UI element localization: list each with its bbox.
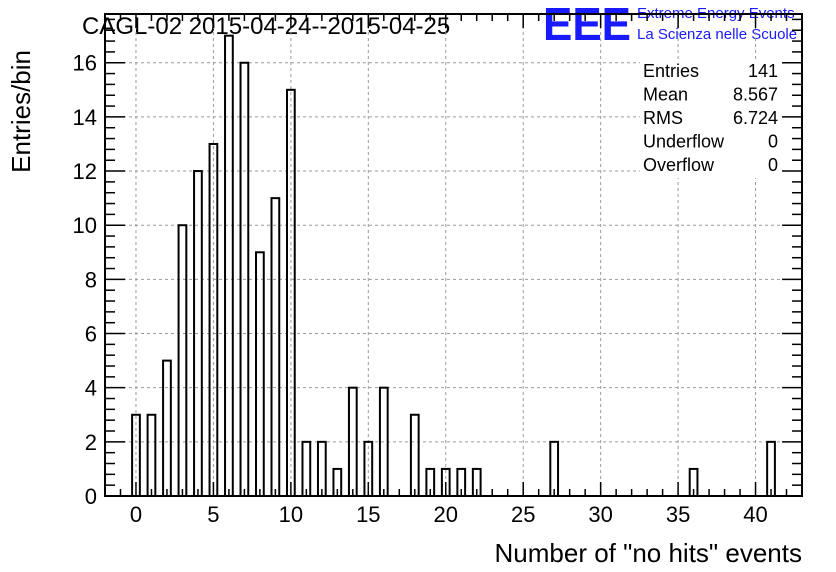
x-tick-label: 10 [279, 502, 303, 527]
x-tick-label: 25 [511, 502, 535, 527]
y-axis-title: Entries/bin [6, 50, 36, 173]
x-tick-label: 0 [130, 502, 142, 527]
histogram-bar [301, 440, 312, 497]
stats-label: Overflow [643, 155, 715, 175]
grid-lines [105, 14, 802, 496]
x-tick-label: 15 [356, 502, 380, 527]
histogram-bar [766, 440, 776, 497]
plot-border [104, 13, 803, 497]
stats-label: Underflow [643, 132, 725, 152]
stats-label: RMS [643, 108, 683, 128]
x-tick-label: 5 [207, 502, 219, 527]
stats-value: 141 [748, 61, 778, 81]
histogram-bar [255, 251, 265, 497]
x-tick-label: 30 [588, 502, 612, 527]
chart-title: CAGL-02 2015-04-24--2015-04-25 [82, 13, 450, 40]
histogram-bar [270, 197, 281, 497]
x-axis-title: Number of "no hits" events [495, 538, 803, 568]
stats-value: 6.724 [733, 108, 778, 128]
y-tick-label: 4 [85, 376, 97, 401]
y-tick-label: 16 [73, 51, 97, 76]
logo-eee-text: EEE [543, 0, 631, 50]
y-axis-ticks: 0 2 4 6 8 10 12 14 16 [73, 18, 802, 509]
stats-value: 0 [768, 155, 778, 175]
plot-frame [104, 13, 803, 497]
stats-label: Entries [643, 61, 699, 81]
stats-box: Entries 141 Mean 8.567 RMS 6.724 Underflow 0 Ove… [640, 60, 782, 178]
stats-background [640, 60, 782, 178]
x-tick-label: 40 [743, 502, 767, 527]
x-tick-label: 20 [434, 502, 458, 527]
stats-value: 0 [768, 132, 778, 152]
histogram-bar [224, 34, 234, 497]
y-tick-label: 8 [85, 267, 97, 292]
histogram-bar [409, 413, 420, 497]
y-tick-label: 10 [73, 213, 97, 238]
histogram-bar [162, 359, 172, 498]
histogram-bar [177, 224, 188, 498]
y-tick-label: 12 [73, 159, 97, 184]
eee-logo: EEE Extreme Energy Events La Scienza nel… [543, 0, 797, 50]
x-axis-ticks: 0 5 10 15 20 25 30 35 40 [104, 14, 803, 527]
y-tick-label: 14 [73, 105, 97, 130]
x-tick-label: 35 [666, 502, 690, 527]
histogram-bar [549, 440, 560, 497]
stats-value: 8.567 [733, 85, 778, 105]
y-tick-label: 6 [85, 322, 97, 347]
stats-label: Mean [643, 85, 688, 105]
logo-line-2: La Scienza nelle Scuole [637, 26, 797, 43]
histogram-bar [316, 440, 327, 497]
y-tick-label: 2 [85, 430, 97, 455]
histogram-bar [146, 413, 157, 497]
y-tick-label: 0 [85, 484, 97, 509]
